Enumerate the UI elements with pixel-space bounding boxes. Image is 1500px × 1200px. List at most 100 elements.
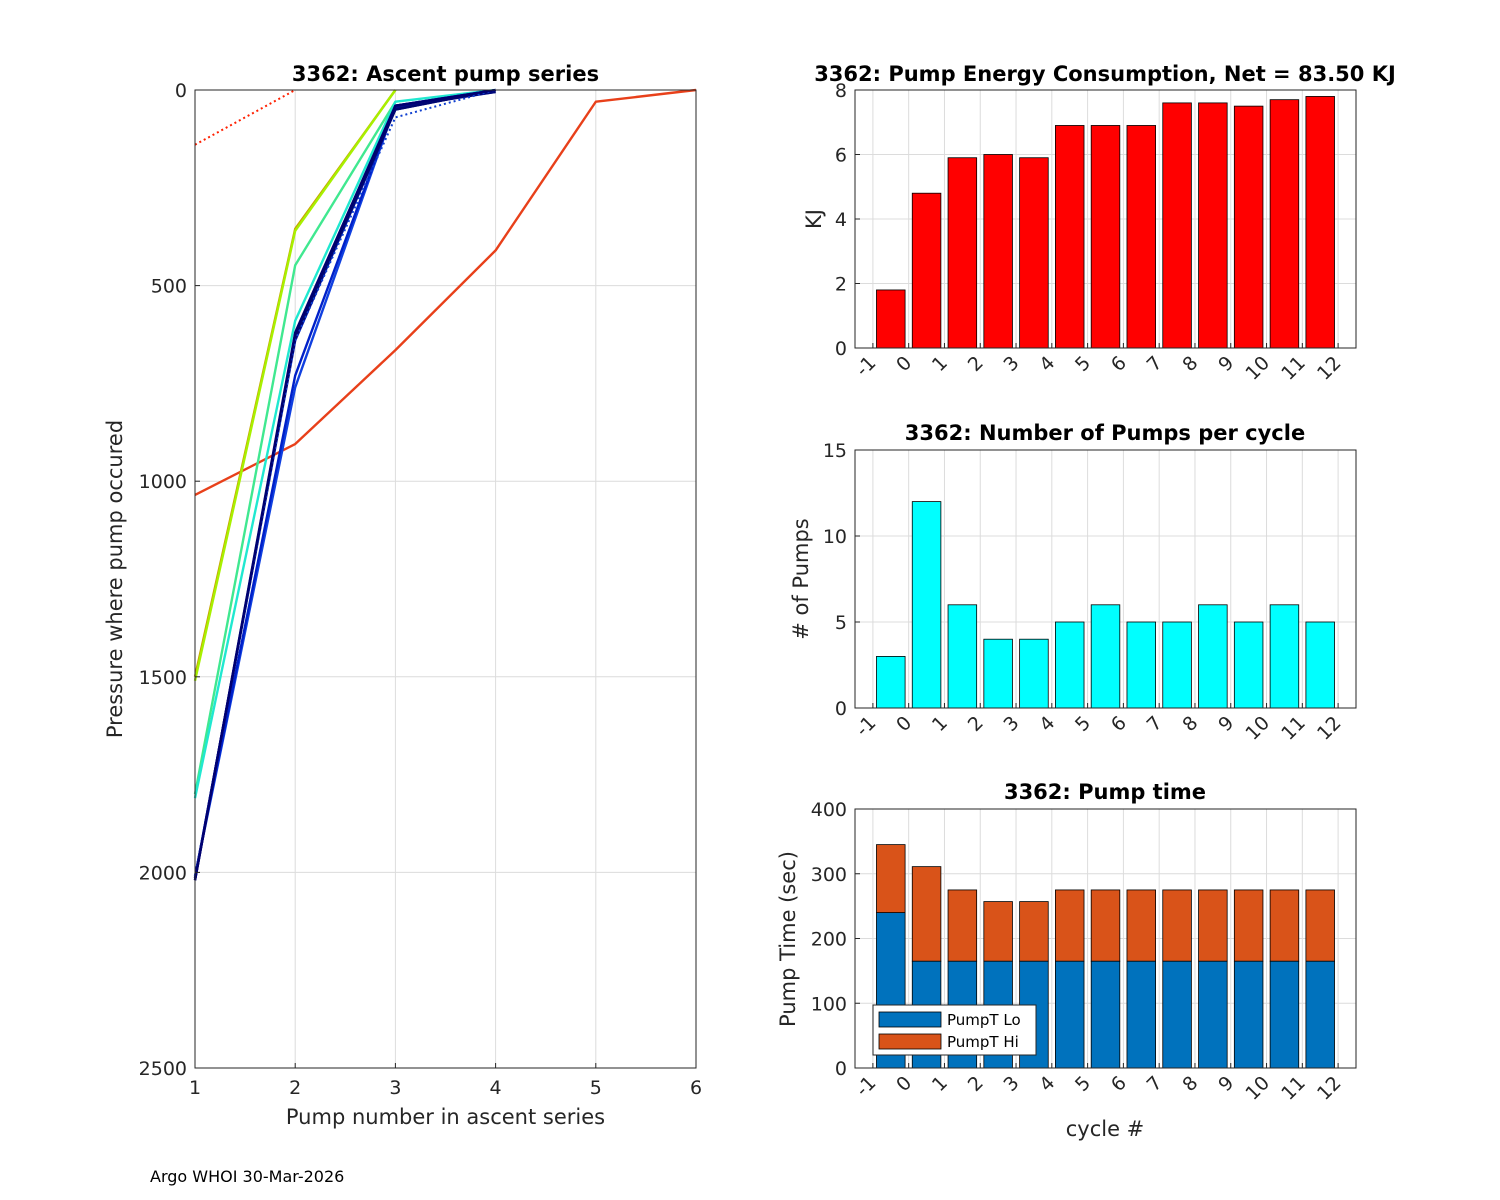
pumptime-x-tick-label: 0	[892, 1072, 916, 1096]
ascent-y-tick-label: 2000	[139, 862, 187, 884]
npumps-bar	[1162, 621, 1192, 709]
pumptime-bar-hi	[983, 901, 1013, 962]
pumptime-x-tick-label: 1	[928, 1072, 952, 1096]
pumptime-bar-lo	[1090, 960, 1121, 1069]
ascent-x-tick-label: 4	[490, 1077, 502, 1099]
pumptime-bar-hi	[1162, 889, 1192, 962]
energy-x-tick-label: 7	[1143, 352, 1167, 376]
npumps-bar	[1305, 621, 1335, 709]
energy-y-tick-label: 2	[835, 274, 847, 296]
pumptime-x-tick-label: 4	[1035, 1072, 1059, 1096]
energy-bar	[947, 157, 978, 349]
npumps-chart-title: 3362: Number of Pumps per cycle	[905, 421, 1305, 445]
energy-y-tick-label: 6	[835, 145, 847, 167]
ascent-y-tick-label: 2500	[139, 1058, 187, 1080]
energy-y-axis-label: KJ	[802, 209, 826, 229]
ascent-y-axis-label: Pressure where pump occured	[103, 420, 127, 738]
npumps-y-tick-label: 10	[823, 526, 847, 548]
energy-x-tick-label: 1	[928, 352, 952, 376]
pumptime-y-axis-label: Pump Time (sec)	[776, 851, 800, 1027]
pumptime-bar-hi	[1090, 889, 1121, 962]
pumptime-x-tick-label: 11	[1277, 1072, 1310, 1105]
ascent-series-line-0	[194, 88, 697, 496]
npumps-y-tick-label: 0	[835, 698, 847, 720]
ascent-x-axis-label: Pump number in ascent series	[286, 1105, 605, 1129]
footer-text: Argo WHOI 30-Mar-2026	[150, 1167, 344, 1186]
pumptime-bar-lo	[1198, 960, 1228, 1069]
pumptime-x-tick-label: 8	[1178, 1072, 1202, 1096]
pumptime-x-tick-label: 9	[1214, 1072, 1238, 1096]
pumptime-bar-hi	[1305, 889, 1335, 962]
npumps-y-tick-label: 5	[835, 612, 847, 634]
energy-bar	[1090, 125, 1121, 349]
pumptime-x-tick-label: 3	[999, 1072, 1023, 1096]
npumps-x-tick-label: 10	[1241, 712, 1274, 745]
energy-bar	[983, 154, 1013, 349]
ascent-pump-series-chart: 1 2 3 4 5 6 0 500 1000 1500 2000 2500 3362: Ascent …	[103, 62, 702, 1129]
legend-label-pumpt-lo: PumpT Lo	[947, 1011, 1021, 1029]
energy-bar	[876, 289, 906, 349]
npumps-y-axis-label: # of Pumps	[789, 518, 813, 640]
energy-x-tick-label: 9	[1214, 352, 1238, 376]
energy-bar	[1233, 105, 1264, 349]
npumps-x-tick-label: 6	[1107, 712, 1131, 736]
pumptime-bar-hi	[1269, 889, 1300, 962]
pumptime-legend: PumpT Lo PumpT Hi	[872, 1004, 1037, 1056]
energy-chart-title: 3362: Pump Energy Consumption, Net = 83.…	[814, 62, 1396, 86]
npumps-bar	[1126, 621, 1157, 709]
ascent-x-tick-label: 5	[590, 1077, 602, 1099]
energy-x-tick-label: 5	[1071, 352, 1095, 376]
ascent-series-line-5	[193, 88, 496, 799]
npumps-bar	[983, 638, 1013, 709]
npumps-x-tick-label: 2	[964, 712, 988, 736]
pumptime-y-tick-label: 100	[811, 993, 847, 1015]
energy-x-tick-label: 11	[1277, 352, 1310, 385]
pumptime-x-tick-label: 2	[964, 1072, 988, 1096]
npumps-bar	[911, 501, 942, 709]
pumptime-y-tick-label: 0	[835, 1058, 847, 1080]
energy-x-tick-label: 10	[1241, 352, 1274, 385]
pumptime-bar-lo	[1162, 960, 1192, 1069]
npumps-x-tick-label: 9	[1214, 712, 1238, 736]
energy-x-tick-label: 3	[999, 352, 1023, 376]
npumps-bar	[1198, 604, 1228, 709]
ascent-y-tick-label: 1000	[139, 471, 187, 493]
ascent-x-tick-label: 3	[389, 1077, 401, 1099]
npumps-bar	[1269, 604, 1300, 709]
npumps-x-tick-label: 3	[999, 712, 1023, 736]
npumps-x-tick-label: 5	[1071, 712, 1095, 736]
ascent-x-tick-label: 2	[289, 1077, 301, 1099]
pumptime-bar-hi	[1019, 901, 1049, 962]
pumptime-x-tick-label: 6	[1107, 1072, 1131, 1096]
legend-swatch-pumpt-hi	[878, 1033, 942, 1050]
pumptime-y-tick-label: 300	[811, 864, 847, 886]
pumptime-x-tick-label: 7	[1143, 1072, 1167, 1096]
npumps-bar	[1019, 638, 1049, 709]
energy-bar	[1126, 125, 1157, 349]
legend-swatch-pumpt-lo	[878, 1011, 942, 1028]
pumptime-x-tick-label: 10	[1241, 1072, 1274, 1105]
ascent-chart-title: 3362: Ascent pump series	[292, 62, 599, 86]
npumps-x-tick-label: -1	[851, 712, 880, 741]
energy-bar	[1019, 157, 1049, 349]
pumptime-bar-hi	[911, 866, 942, 962]
ascent-y-tick-label: 500	[151, 276, 187, 298]
npumps-y-tick-label: 15	[823, 440, 847, 462]
npumps-bar	[876, 656, 906, 709]
energy-y-tick-label: 8	[835, 80, 847, 102]
npumps-bar	[1233, 621, 1264, 709]
energy-y-tick-label: 4	[835, 209, 847, 231]
energy-bar	[1269, 99, 1300, 349]
energy-x-tick-label: 6	[1107, 352, 1131, 376]
pumptime-x-tick-label: -1	[851, 1072, 880, 1101]
ascent-series-line-8	[193, 88, 496, 879]
npumps-x-tick-label: 7	[1143, 712, 1167, 736]
pumptime-chart-title: 3362: Pump time	[1004, 780, 1206, 804]
pumptime-y-tick-label: 400	[811, 799, 847, 821]
energy-x-tick-label: -1	[851, 352, 880, 381]
ascent-y-tick-label: 1500	[139, 667, 187, 689]
